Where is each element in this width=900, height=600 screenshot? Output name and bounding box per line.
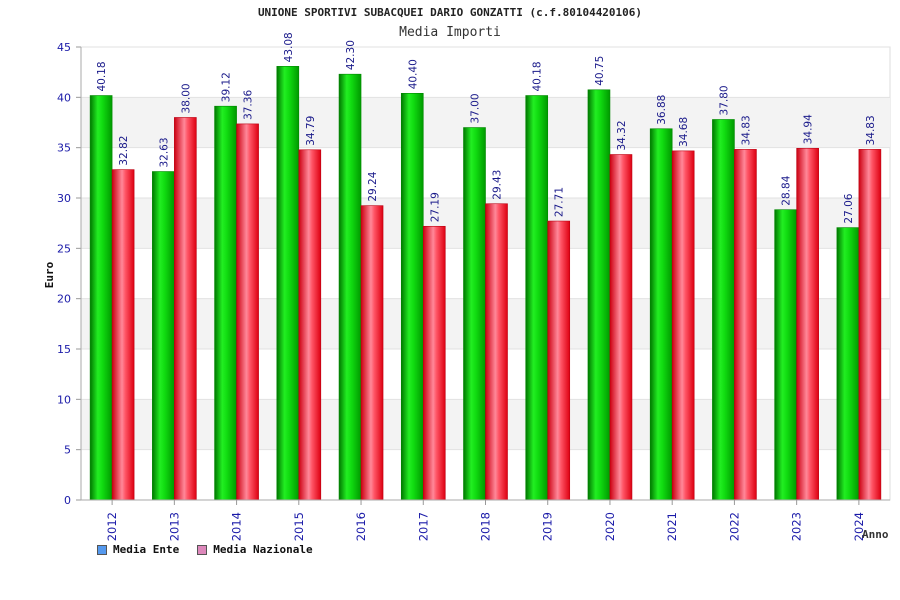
value-label: 40.40 <box>407 59 419 89</box>
y-tick-label: 35 <box>57 142 71 155</box>
y-tick-label: 10 <box>57 393 71 406</box>
y-tick-label: 45 <box>57 41 71 54</box>
y-tick-label: 0 <box>64 494 71 507</box>
value-label: 34.83 <box>740 115 752 145</box>
x-tick-label: 2024 <box>852 512 866 541</box>
x-tick-label: 2016 <box>354 512 368 541</box>
legend: Media Ente Media Nazionale <box>97 543 313 556</box>
x-tick-label: 2020 <box>603 512 617 541</box>
x-tick-label: 2021 <box>665 512 679 541</box>
value-label: 37.36 <box>243 90 255 120</box>
x-tick-label: 2014 <box>230 512 244 541</box>
bar-media-nazionale-2023 <box>796 147 819 501</box>
legend-label-media-ente: Media Ente <box>113 543 180 556</box>
bar-media-nazionale-2017 <box>422 225 446 501</box>
value-label: 34.32 <box>616 120 628 150</box>
legend-item-media-nazionale: Media Nazionale <box>197 543 313 556</box>
bar-media-nazionale-2021 <box>671 150 695 501</box>
value-label: 32.82 <box>118 136 130 166</box>
chart-title: UNIONE SPORTIVI SUBACQUEI DARIO GONZATTI… <box>257 6 643 19</box>
y-tick-label: 15 <box>57 343 71 356</box>
y-tick-label: 25 <box>57 242 71 255</box>
value-label: 37.00 <box>470 93 482 123</box>
y-tick-label: 30 <box>57 192 71 205</box>
bar-media-ente-2019 <box>525 95 549 501</box>
bar-media-nazionale-2022 <box>734 149 757 501</box>
value-label: 34.68 <box>678 117 690 147</box>
bar-media-nazionale-2020 <box>609 154 633 501</box>
y-tick-label: 20 <box>57 293 71 306</box>
bar-media-ente-2014 <box>214 105 237 501</box>
bar-media-nazionale-2012 <box>111 169 135 501</box>
legend-swatch-media-ente <box>97 544 107 555</box>
bar-media-ente-2016 <box>338 73 362 501</box>
bar-media-nazionale-2013 <box>174 117 197 501</box>
bar-media-ente-2020 <box>587 89 611 501</box>
value-label: 36.88 <box>656 95 668 125</box>
value-label: 27.19 <box>429 192 441 222</box>
value-label: 40.75 <box>594 56 606 86</box>
bar-media-nazionale-2015 <box>298 149 322 501</box>
x-tick-label: 2018 <box>479 512 493 541</box>
value-label: 38.00 <box>180 83 192 113</box>
chart-subtitle: Media Importi <box>399 25 501 40</box>
value-label: 43.08 <box>283 32 295 62</box>
value-label: 42.30 <box>345 40 357 70</box>
bar-media-nazionale-2016 <box>360 205 384 501</box>
x-tick-label: 2017 <box>416 512 430 541</box>
bars <box>89 66 882 501</box>
legend-item-media-ente: Media Ente <box>97 543 179 556</box>
y-axis-label: Euro <box>43 261 56 288</box>
x-axis-label: Anno <box>862 528 889 541</box>
bar-media-ente-2022 <box>712 119 735 501</box>
bar-media-ente-2023 <box>774 209 797 501</box>
legend-label-media-nazionale: Media Nazionale <box>213 543 313 556</box>
value-label: 29.24 <box>367 171 379 201</box>
bar-media-ente-2021 <box>649 128 673 501</box>
value-label: 27.06 <box>843 193 855 223</box>
y-tick-label: 40 <box>57 91 71 104</box>
bar-media-nazionale-2024 <box>858 149 882 501</box>
bar-media-ente-2013 <box>152 171 175 501</box>
axes <box>76 46 890 505</box>
bar-media-nazionale-2019 <box>547 220 571 501</box>
value-label: 40.18 <box>96 61 108 91</box>
value-label: 28.84 <box>781 175 793 205</box>
value-labels: 40.18 32.82 32.63 38.00 39.12 37.36 43.08 34.79… <box>96 32 877 223</box>
legend-swatch-media-nazionale <box>197 544 208 555</box>
x-tick-label: 2022 <box>727 512 741 541</box>
x-tick-label: 2015 <box>292 512 306 541</box>
x-tick-label: 2019 <box>541 512 555 541</box>
value-label: 27.71 <box>554 187 566 217</box>
value-label: 34.94 <box>803 114 815 144</box>
x-tick-label: 2023 <box>790 512 804 541</box>
bar-media-ente-2018 <box>463 127 486 501</box>
y-tick-label: 5 <box>64 444 71 457</box>
bar-media-nazionale-2014 <box>236 123 259 501</box>
x-tick-labels: 2012 2013 2014 2015 2016 2017 2018 2019 2020 2021… <box>105 512 866 541</box>
value-label: 37.80 <box>718 85 730 115</box>
value-label: 40.18 <box>532 61 544 91</box>
value-label: 39.12 <box>221 72 233 102</box>
bar-media-ente-2024 <box>836 227 860 501</box>
y-tick-labels: 0 5 10 15 20 25 30 35 40 45 <box>57 41 71 507</box>
value-label: 29.43 <box>492 170 504 200</box>
x-tick-label: 2013 <box>167 512 181 541</box>
bar-media-ente-2015 <box>276 66 300 501</box>
bar-media-nazionale-2018 <box>485 203 508 501</box>
value-label: 34.79 <box>305 116 317 146</box>
bar-media-ente-2012 <box>89 95 113 501</box>
bar-media-ente-2017 <box>400 93 424 501</box>
value-label: 32.63 <box>158 137 170 167</box>
x-tick-label: 2012 <box>105 512 119 541</box>
value-label: 34.83 <box>865 115 877 145</box>
